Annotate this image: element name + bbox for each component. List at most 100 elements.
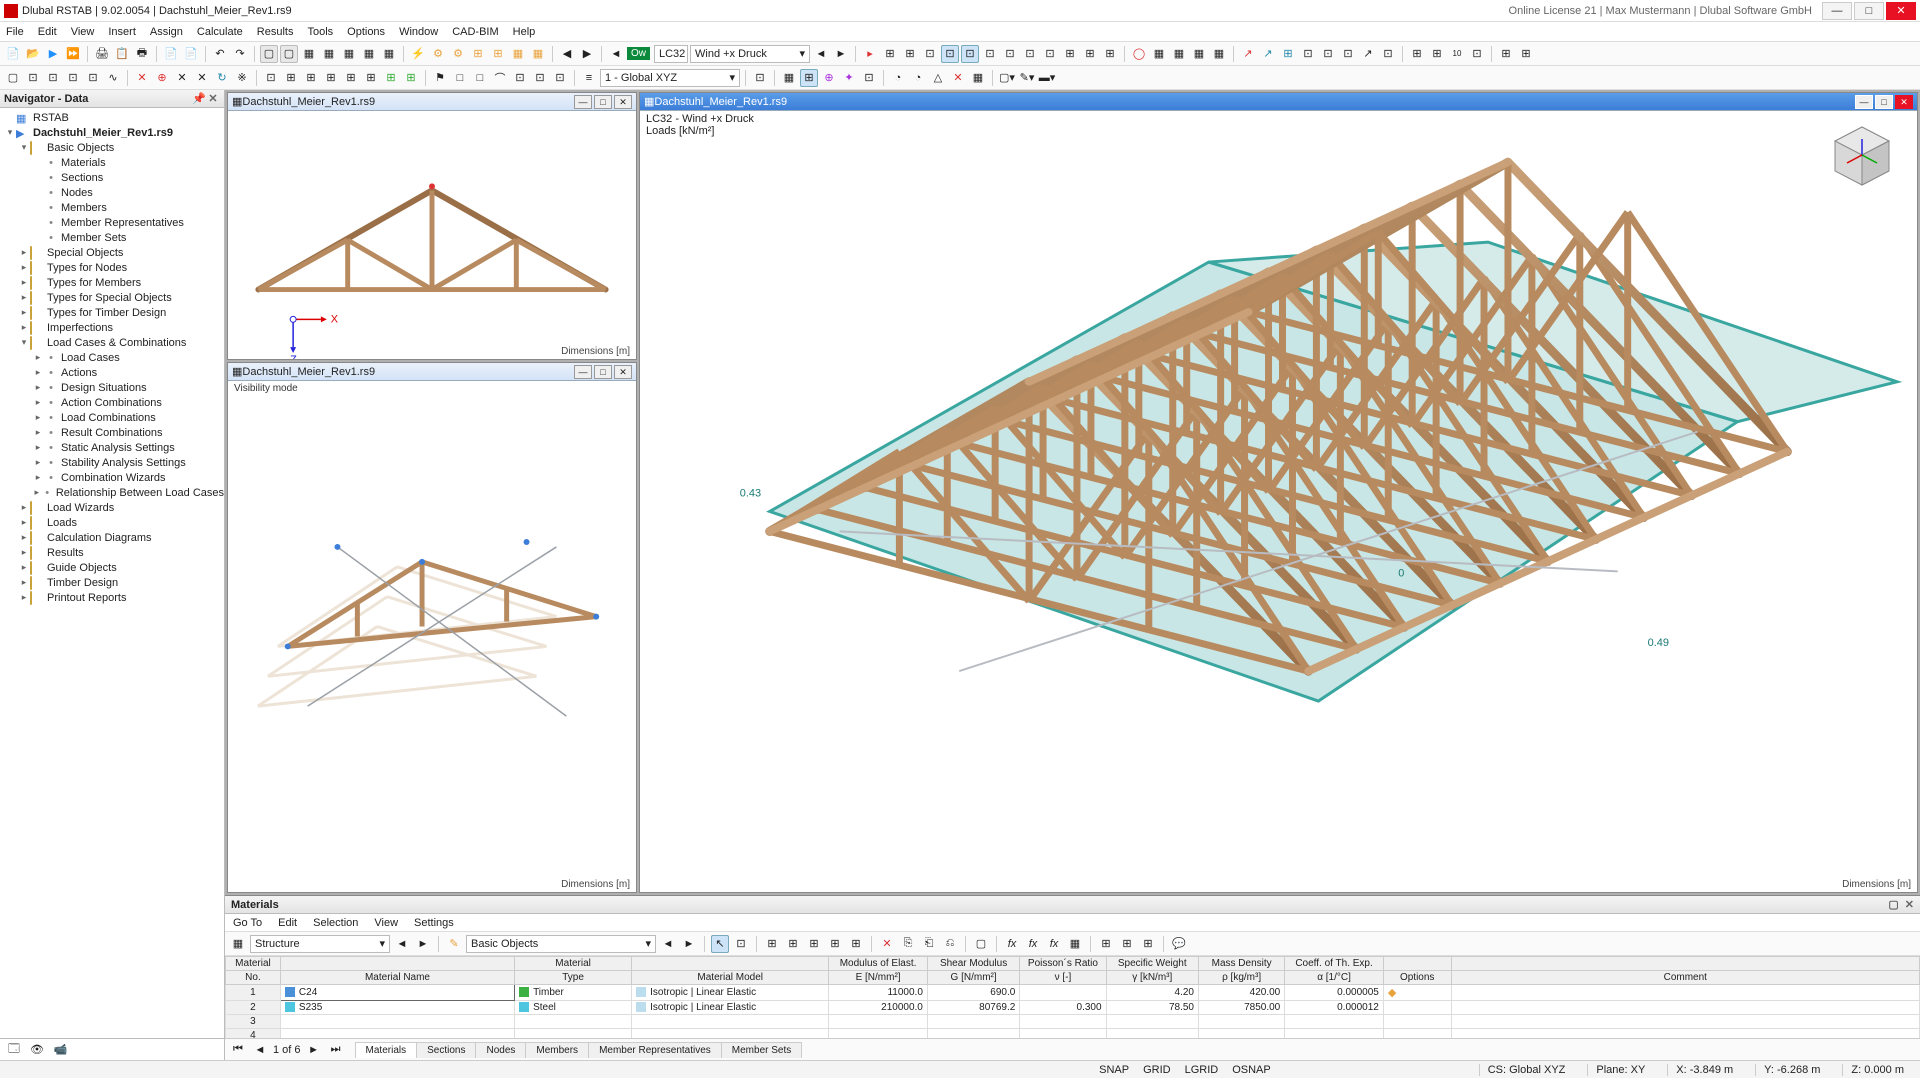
mt-b17[interactable]: ⊞ [1097, 935, 1115, 953]
t2ac[interactable]: ⊡ [751, 69, 769, 87]
win2-icon[interactable]: ▢ [280, 45, 298, 63]
mt-icon2[interactable]: ✎ [445, 935, 463, 953]
t1a[interactable]: ▸ [861, 45, 879, 63]
tree-item[interactable]: •Members [0, 200, 224, 215]
mt-b3[interactable]: ⊞ [763, 935, 781, 953]
menu-view[interactable]: View [71, 26, 95, 38]
status-grid[interactable]: GRID [1143, 1064, 1171, 1076]
tree-item[interactable]: ▸•Actions [0, 365, 224, 380]
new-icon[interactable]: 📄 [4, 45, 22, 63]
t1d[interactable]: ⊡ [921, 45, 939, 63]
undo-icon[interactable]: ↶ [211, 45, 229, 63]
t1e[interactable]: ⊡ [941, 45, 959, 63]
mt-b9[interactable]: ⎘ [899, 935, 917, 953]
materials-grid[interactable]: MaterialMaterialModulus of Elast.Shear M… [225, 956, 1920, 1038]
menu-help[interactable]: Help [513, 26, 536, 38]
t2af[interactable]: ⊕ [820, 69, 838, 87]
t2p[interactable]: ⊞ [322, 69, 340, 87]
t2ad[interactable]: ▦ [780, 69, 798, 87]
tree-item[interactable]: ▸Types for Special Objects [0, 290, 224, 305]
mat-tab-sections[interactable]: Sections [416, 1042, 476, 1058]
t2am[interactable]: ▦ [969, 69, 987, 87]
t2aj[interactable]: ◔ [909, 69, 927, 87]
t2ai[interactable]: ◔ [889, 69, 907, 87]
tree-item[interactable]: ▾Basic Objects [0, 140, 224, 155]
menu-results[interactable]: Results [257, 26, 294, 38]
tree-item[interactable]: ▸Types for Nodes [0, 260, 224, 275]
mt-select1[interactable]: Structure▾ [250, 935, 390, 953]
tree-item[interactable]: ▸Loads [0, 515, 224, 530]
t2a[interactable]: ▢ [4, 69, 22, 87]
vp2-min[interactable]: — [574, 365, 592, 379]
mt-next2[interactable]: ► [680, 935, 698, 953]
mt-b2[interactable]: ⊡ [732, 935, 750, 953]
win3-icon[interactable]: ▦ [300, 45, 318, 63]
vp3-max[interactable]: □ [1875, 95, 1893, 109]
menu-calculate[interactable]: Calculate [197, 26, 243, 38]
menu-insert[interactable]: Insert [108, 26, 136, 38]
t1t[interactable]: ↗ [1259, 45, 1277, 63]
t2m[interactable]: ⊡ [262, 69, 280, 87]
lc-prev-icon[interactable]: ◄ [607, 45, 625, 63]
win6-icon[interactable]: ▦ [360, 45, 378, 63]
tree-item[interactable]: •Materials [0, 155, 224, 170]
t2al[interactable]: ✕ [949, 69, 967, 87]
mt-b19[interactable]: ⊞ [1139, 935, 1157, 953]
open-icon[interactable]: 📂 [24, 45, 42, 63]
mt-icon1[interactable]: ▦ [229, 935, 247, 953]
t1k[interactable]: ⊞ [1061, 45, 1079, 63]
tree-item[interactable]: ▸Types for Timber Design [0, 305, 224, 320]
win5-icon[interactable]: ▦ [340, 45, 358, 63]
paste-icon[interactable]: 📄 [182, 45, 200, 63]
vp1-close[interactable]: ✕ [614, 95, 632, 109]
t1j[interactable]: ⊡ [1041, 45, 1059, 63]
tree-item[interactable]: ▸Calculation Diagrams [0, 530, 224, 545]
tree-item[interactable]: •Sections [0, 170, 224, 185]
t1m[interactable]: ⊞ [1101, 45, 1119, 63]
calc5-icon[interactable]: ▦ [509, 45, 527, 63]
tree-item[interactable]: ▸•Action Combinations [0, 395, 224, 410]
matmenu-edit[interactable]: Edit [278, 917, 297, 929]
t1s[interactable]: ↗ [1239, 45, 1257, 63]
win7-icon[interactable]: ▦ [380, 45, 398, 63]
tree-item[interactable]: ▾Load Cases & Combinations [0, 335, 224, 350]
mt-b6[interactable]: ⊞ [826, 935, 844, 953]
saveall-icon[interactable]: ⏩ [64, 45, 82, 63]
status-osnap[interactable]: OSNAP [1232, 1064, 1271, 1076]
tree-item[interactable]: ▸Types for Members [0, 275, 224, 290]
matmenu-selection[interactable]: Selection [313, 917, 358, 929]
tree-item[interactable]: ▸Special Objects [0, 245, 224, 260]
tree-item[interactable]: ▸Printout Reports [0, 590, 224, 605]
menu-cad-bim[interactable]: CAD-BIM [452, 26, 498, 38]
lc-desc[interactable]: Wind +x Druck▾ [690, 45, 810, 63]
window-minimize[interactable]: — [1822, 2, 1852, 20]
mt-prev[interactable]: ◄ [393, 935, 411, 953]
t2g[interactable]: ✕ [133, 69, 151, 87]
viewport-2[interactable]: ▦ Dachstuhl_Meier_Rev1.rs9 — □ ✕ Visibil… [227, 362, 637, 893]
calc6-icon[interactable]: ▦ [529, 45, 547, 63]
t2r[interactable]: ⊞ [362, 69, 380, 87]
viewport-1[interactable]: ▦ Dachstuhl_Meier_Rev1.rs9 — □ ✕ [227, 92, 637, 360]
t2c[interactable]: ⊡ [44, 69, 62, 87]
t2t[interactable]: ⊞ [402, 69, 420, 87]
t1r[interactable]: ▦ [1210, 45, 1228, 63]
t2x[interactable]: ⌒ [491, 69, 509, 87]
mat-tab-nodes[interactable]: Nodes [475, 1042, 526, 1058]
mat-tab-materials[interactable]: Materials [355, 1042, 418, 1058]
lc-next-icon[interactable]: ◄ [812, 45, 830, 63]
print-icon[interactable]: 🖨 [93, 45, 111, 63]
mt-b10[interactable]: ⎗ [920, 935, 938, 953]
tree-item[interactable]: ▸•Stability Analysis Settings [0, 455, 224, 470]
tree-item[interactable]: ▸•Combination Wizards [0, 470, 224, 485]
t1f[interactable]: ⊡ [961, 45, 979, 63]
t1n[interactable]: ◯ [1130, 45, 1148, 63]
flash-icon[interactable]: ⚡ [409, 45, 427, 63]
t1y[interactable]: ↗ [1359, 45, 1377, 63]
t2n[interactable]: ⊞ [282, 69, 300, 87]
t2w[interactable]: □ [471, 69, 489, 87]
nav-close-icon[interactable]: ✕ [206, 92, 220, 105]
mt-b16[interactable]: ▦ [1066, 935, 1084, 953]
win4-icon[interactable]: ▦ [320, 45, 338, 63]
tree-item[interactable]: ▸•Relationship Between Load Cases [0, 485, 224, 500]
t2j[interactable]: ✕ [193, 69, 211, 87]
